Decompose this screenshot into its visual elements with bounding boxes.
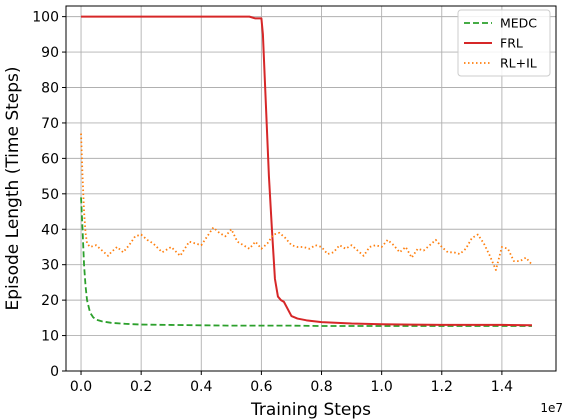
x-tick-label: 0.4: [190, 379, 212, 395]
x-tick-label: 1.4: [491, 379, 513, 395]
series-line-medc: [80, 197, 532, 327]
plot-series: [80, 15, 533, 327]
y-tick-label: 100: [32, 10, 59, 26]
x-tick-label: 0.2: [130, 379, 152, 395]
plot-frame: [65, 5, 557, 372]
y-axis-label: Episode Length (Time Steps): [3, 66, 23, 310]
legend-box: [457, 9, 551, 77]
series-line-frl: [81, 15, 532, 327]
y-tick-label: 60: [41, 151, 59, 167]
y-tick-label: 50: [41, 187, 59, 203]
x-tick-label: 1.0: [371, 379, 393, 395]
series-line-rl-il: [80, 133, 533, 271]
x-tick-label: 0.8: [310, 379, 332, 395]
axis-ticks: 0.0 0.2 0.4 0.6 0.8 1.0 1.2 1.4 0 10 20 30 40 50 60 70 8…: [32, 10, 513, 395]
y-tick-label: 90: [41, 45, 59, 61]
y-tick-label: 10: [41, 329, 59, 345]
y-tick-label: 70: [41, 116, 59, 132]
legend-label-frl: FRL: [500, 36, 523, 51]
x-tick-label: 0.0: [70, 379, 92, 395]
y-tick-label: 20: [41, 293, 59, 309]
y-tick-label: 30: [41, 258, 59, 274]
x-tick-label: 0.6: [250, 379, 272, 395]
x-axis-label: Training Steps: [250, 400, 371, 420]
y-tick-label: 40: [41, 222, 59, 238]
legend-label-rl-il: RL+IL: [500, 56, 537, 71]
legend: MEDC FRL RL+IL: [457, 9, 551, 77]
x-tick-label: 1.2: [431, 379, 453, 395]
grid-lines: [66, 6, 556, 372]
legend-label-medc: MEDC: [500, 16, 537, 31]
y-tick-label: 80: [41, 81, 59, 97]
x-axis-offset-label: 1e7: [540, 401, 563, 415]
y-tick-label: 0: [50, 364, 59, 380]
